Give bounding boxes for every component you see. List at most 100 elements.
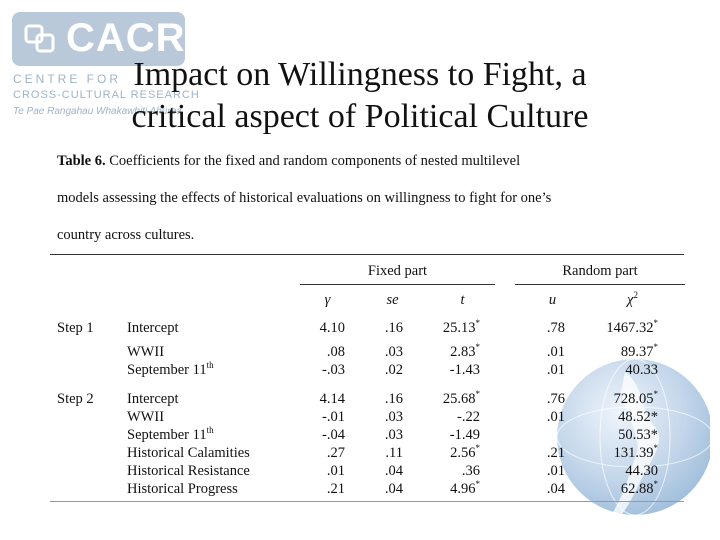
u-value: .76	[520, 390, 565, 408]
gamma-value: .21	[290, 480, 345, 498]
caption-line-1: Table 6. Coefficients for the fixed and …	[57, 143, 677, 180]
gamma-value-text: -.01	[322, 409, 345, 425]
u-value-text: .01	[546, 463, 565, 479]
gamma-value-text: 4.14	[319, 391, 345, 407]
predictor-label: Historical Calamities	[127, 444, 297, 462]
chi-square-value-text: 62.88	[620, 481, 654, 497]
u-value-text: .04	[546, 481, 565, 497]
t-value: 25.68*	[420, 390, 480, 408]
t-value: .36	[420, 462, 480, 480]
se-value: .16	[345, 390, 403, 408]
t-value-text: 2.56	[450, 445, 476, 461]
predictor-label-text: Historical Calamities	[127, 445, 250, 461]
t-value-superscript: *	[475, 479, 481, 490]
predictor-label: WWII	[127, 408, 297, 426]
u-value: .01	[520, 361, 565, 379]
chi-symbol: χ	[627, 292, 634, 308]
chi-square-value: 48.52*	[590, 408, 658, 426]
chi-square-value-superscript: *	[653, 389, 659, 400]
caption-text-1: Coefficients for the fixed and random co…	[109, 153, 521, 169]
logo-line-2: CROSS-CULTURAL RESEARCH	[13, 89, 200, 101]
se-value-text: .16	[384, 320, 403, 336]
u-value-text: .01	[546, 344, 565, 360]
col-header-gamma: γ	[324, 292, 331, 308]
col-header-chi-square: χ2	[610, 291, 655, 309]
group-header-fixed: Fixed part	[367, 263, 428, 279]
se-value: .03	[345, 408, 403, 426]
step-label-text: Step 1	[57, 320, 94, 336]
predictor-label: Historical Resistance	[127, 462, 297, 480]
chi-square-value-text: 728.05	[613, 391, 654, 407]
step-label-text: Step 2	[57, 391, 94, 407]
gamma-value: .08	[290, 343, 345, 361]
u-value: .01	[520, 408, 565, 426]
se-value: .11	[345, 444, 403, 462]
gamma-value-text: -.03	[322, 362, 345, 378]
u-value: .21	[520, 444, 565, 462]
se-value: .04	[345, 480, 403, 498]
chi-square-value: 44.30	[590, 462, 658, 480]
t-value-superscript: *	[475, 318, 481, 329]
predictor-label: Intercept	[127, 319, 297, 337]
chi-square-value: 728.05*	[590, 390, 658, 408]
col-header-se: se	[386, 292, 399, 308]
u-value: .04	[520, 480, 565, 498]
t-value-text: .36	[461, 463, 480, 479]
se-value-text: .16	[384, 391, 403, 407]
predictor-label-text: Intercept	[127, 320, 179, 336]
predictor-label: WWII	[127, 343, 297, 361]
chi-square-value-superscript: *	[653, 479, 659, 490]
t-value-text: 4.96	[450, 481, 476, 497]
gamma-value-text: .21	[326, 481, 345, 497]
predictor-label-text: Historical Progress	[127, 481, 238, 497]
t-value: 4.96*	[420, 480, 480, 498]
u-value-text: .21	[546, 445, 565, 461]
predictor-label-text: September 11	[127, 362, 207, 378]
se-value: .02	[345, 361, 403, 379]
chi-square-value-text: 44.30	[625, 463, 658, 479]
u-value-text: .78	[546, 320, 565, 336]
predictor-label-text: Historical Resistance	[127, 463, 250, 479]
t-value-text: -.22	[457, 409, 480, 425]
gamma-value: 4.14	[290, 390, 345, 408]
se-value: .16	[345, 319, 403, 337]
chi-superscript: 2	[633, 290, 638, 301]
se-value: .04	[345, 462, 403, 480]
chi-square-value: 50.53*	[590, 426, 658, 444]
title-line-2: critical aspect of Political Culture	[131, 98, 589, 135]
slide-title: Impact on Willingness to Fight, a critic…	[60, 54, 660, 138]
chi-square-value: 131.39*	[590, 444, 658, 462]
chi-square-value: 1467.32*	[590, 319, 658, 337]
u-value: .01	[520, 343, 565, 361]
col-header-t: t	[460, 292, 465, 308]
t-value-text: 25.13	[442, 320, 476, 336]
se-value-text: .11	[385, 445, 403, 461]
t-value-superscript: *	[475, 342, 481, 353]
se-value-text: .04	[384, 463, 403, 479]
caption-line-3: country across cultures.	[57, 227, 195, 243]
t-value-text: -1.49	[449, 427, 480, 443]
gamma-value-text: .08	[326, 344, 345, 360]
caption-line-2: models assessing the effects of historic…	[57, 190, 552, 206]
gamma-value: .01	[290, 462, 345, 480]
gamma-value: -.04	[290, 426, 345, 444]
title-line-1: Impact on Willingness to Fight, a	[133, 56, 587, 93]
t-value-superscript: *	[475, 389, 481, 400]
fixed-group-rule	[300, 284, 495, 285]
gamma-value: 4.10	[290, 319, 345, 337]
predictor-label-text: WWII	[127, 344, 165, 360]
predictor-label: September 11th	[127, 361, 297, 379]
caption-label: Table 6.	[57, 153, 106, 169]
u-value: .01	[520, 462, 565, 480]
se-value: .03	[345, 426, 403, 444]
gamma-value-text: -.04	[322, 427, 345, 443]
logo-badge: CACR	[12, 12, 185, 66]
gamma-value-text: .27	[326, 445, 345, 461]
se-value-text: .04	[384, 481, 403, 497]
chi-square-value-text: 50.53*	[618, 427, 658, 443]
gamma-value: -.01	[290, 408, 345, 426]
table-top-rule	[50, 254, 684, 255]
t-value: 2.56*	[420, 444, 480, 462]
step-label: Step 2	[57, 390, 117, 408]
globe-icon	[556, 358, 710, 520]
